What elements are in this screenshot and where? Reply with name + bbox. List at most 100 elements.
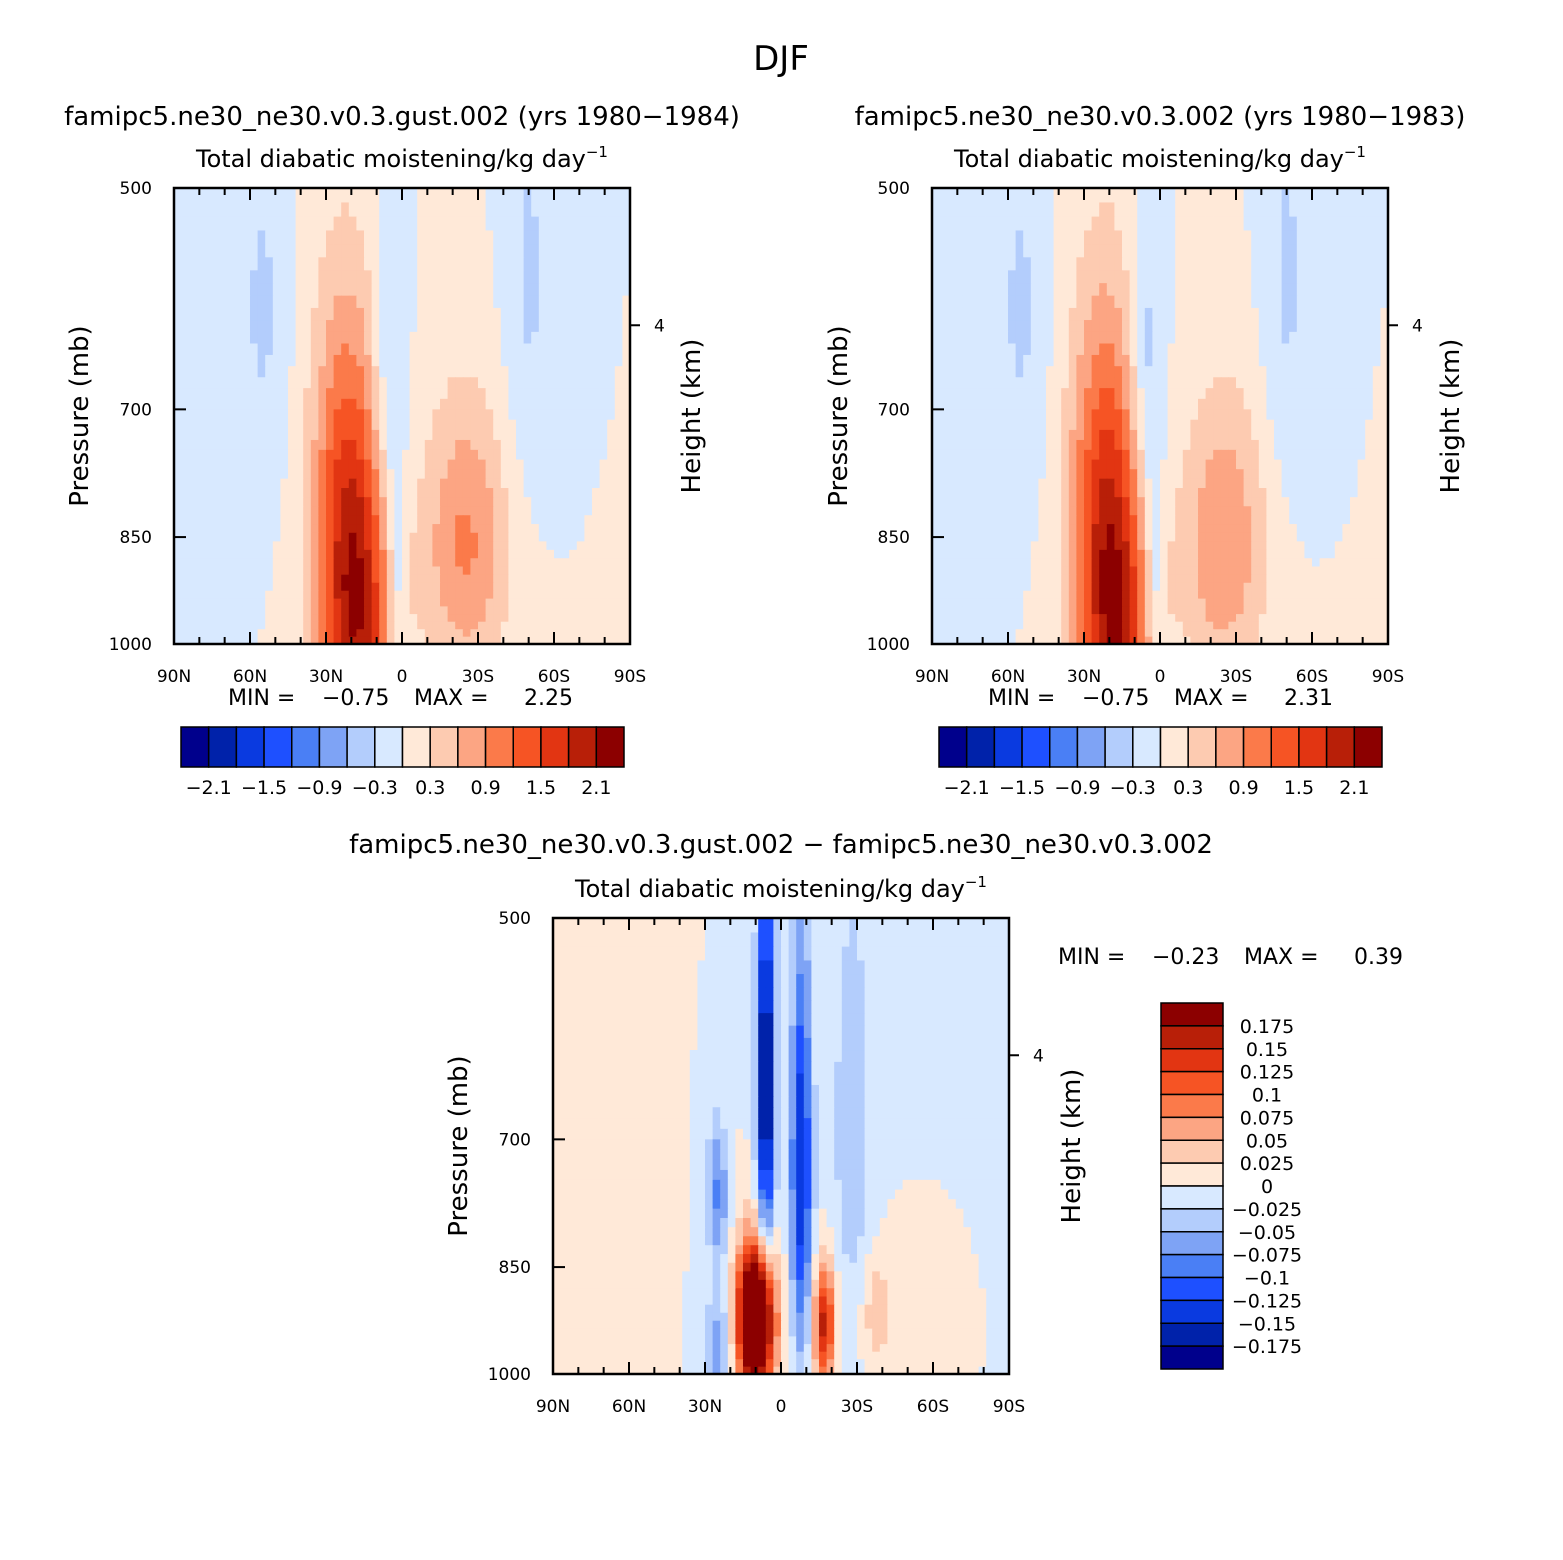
heatmap-cell [622, 582, 631, 592]
heatmap-cell [1236, 398, 1245, 410]
heatmap-cell [1068, 354, 1077, 367]
heatmap-cell [1198, 354, 1207, 367]
heatmap-cell [607, 566, 616, 576]
heatmap-cell [1372, 377, 1381, 389]
heatmap-cell [546, 558, 555, 568]
heatmap-cell [394, 377, 403, 389]
heatmap-cell [189, 343, 198, 356]
heatmap-cell [379, 419, 388, 431]
heatmap-cell [478, 515, 487, 525]
heatmap-cell [1106, 270, 1115, 284]
heatmap-cell [561, 230, 570, 245]
heatmap-cell [394, 388, 403, 400]
heatmap-cell [1122, 469, 1131, 480]
heatmap-cell [174, 506, 183, 516]
heatmap-cell [189, 283, 198, 297]
heatmap-cell [599, 429, 608, 441]
heatmap-cell [1068, 366, 1077, 378]
heatmap-cell [546, 244, 555, 258]
heatmap-cell [1152, 429, 1161, 441]
heatmap-cell [1167, 574, 1176, 584]
heatmap-cell [1289, 331, 1298, 345]
heatmap-cell [424, 398, 433, 410]
heatmap-cell [516, 377, 525, 389]
heatmap-cell [174, 419, 183, 431]
heatmap-cell [508, 419, 517, 431]
heatmap-cell [234, 497, 243, 507]
heatmap-cell [181, 270, 190, 284]
heatmap-cell [554, 532, 563, 542]
heatmap-cell [1258, 270, 1267, 284]
heatmap-cell [470, 377, 479, 389]
heatmap-cell [318, 488, 327, 498]
heatmap-cell [1327, 532, 1336, 542]
heatmap-cell [326, 202, 335, 218]
heatmap-cell [962, 524, 971, 534]
heatmap-cell [516, 366, 525, 378]
heatmap-cell [181, 202, 190, 218]
heatmap-cell [1357, 366, 1366, 378]
heatmap-cell [470, 230, 479, 245]
heatmap-cell [227, 469, 236, 480]
heatmap-cell [1243, 497, 1252, 507]
heatmap-cell [280, 582, 289, 592]
heatmap-cell [599, 331, 608, 345]
heatmap-cell [455, 469, 464, 480]
heatmap-cell [341, 320, 350, 333]
heatmap-cell [409, 614, 418, 623]
heatmap-cell [1137, 307, 1146, 321]
heatmap-cell [1258, 532, 1267, 542]
heatmap-cell [546, 377, 555, 389]
heatmap-cell [1099, 295, 1108, 309]
heatmap-cell [576, 388, 585, 400]
heatmap-cell [531, 419, 540, 431]
heatmap-cell [1084, 419, 1093, 431]
heatmap-cell [470, 497, 479, 507]
heatmap-cell [257, 343, 266, 356]
heatmap-cell [977, 295, 986, 309]
heatmap-cell [1038, 270, 1047, 284]
heatmap-cell [257, 621, 266, 630]
heatmap-cell [181, 459, 190, 470]
heatmap-cell [1319, 532, 1328, 542]
heatmap-cell [356, 398, 365, 410]
heatmap-cell [1175, 497, 1184, 507]
heatmap-cell [1068, 429, 1077, 441]
heatmap-cell [1175, 449, 1184, 461]
heatmap-cell [348, 354, 357, 367]
heatmap-cell [440, 606, 449, 615]
heatmap-cell [326, 295, 335, 309]
heatmap-cell [1091, 532, 1100, 542]
heatmap-cell [493, 558, 502, 568]
heatmap-cell [1281, 497, 1290, 507]
heatmap-cell [523, 590, 532, 600]
heatmap-cell [196, 216, 205, 232]
heatmap-cell [310, 409, 319, 421]
heatmap-cell [364, 606, 373, 615]
heatmap-cell [447, 244, 456, 258]
heatmap-cell [1319, 488, 1328, 498]
heatmap-cell [599, 449, 608, 461]
heatmap-cell [1015, 566, 1024, 576]
heatmap-cell [1350, 439, 1359, 451]
heatmap-cell [992, 566, 1001, 576]
panel-1-colorbar: −2.1 −1.5 −0.9 −0.3 0.3 0.9 1.5 2.1 [180, 726, 625, 799]
heatmap-cell [1053, 439, 1062, 451]
heatmap-cell [1129, 459, 1138, 470]
heatmap-cell [554, 459, 563, 470]
heatmap-cell [1296, 388, 1305, 400]
heatmap-cell [1129, 549, 1138, 559]
heatmap-cell [516, 188, 525, 204]
heatmap-cell [462, 636, 471, 645]
heatmap-cell [508, 606, 517, 615]
heatmap-cell [1008, 429, 1017, 441]
heatmap-cell [939, 354, 948, 367]
heatmap-cell [1274, 230, 1283, 245]
heatmap-cell [1167, 409, 1176, 421]
heatmap-cell [493, 506, 502, 516]
heatmap-cell [1327, 398, 1336, 410]
heatmap-cell [1258, 459, 1267, 470]
heatmap-cell [538, 506, 547, 516]
heatmap-cell [1228, 541, 1237, 551]
heatmap-cell [614, 419, 623, 431]
